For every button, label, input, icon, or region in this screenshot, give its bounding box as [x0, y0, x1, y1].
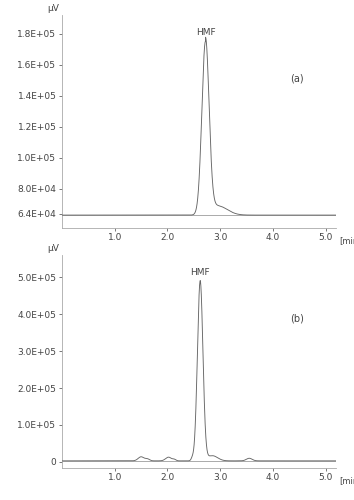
Text: µV: µV	[47, 4, 59, 13]
Text: [min]: [min]	[339, 236, 354, 245]
Text: HMF: HMF	[196, 28, 215, 36]
Text: HMF: HMF	[190, 268, 210, 277]
Text: µV: µV	[47, 244, 59, 253]
Text: (a): (a)	[290, 74, 303, 84]
Text: (b): (b)	[290, 314, 303, 324]
Text: [min]: [min]	[339, 476, 354, 485]
